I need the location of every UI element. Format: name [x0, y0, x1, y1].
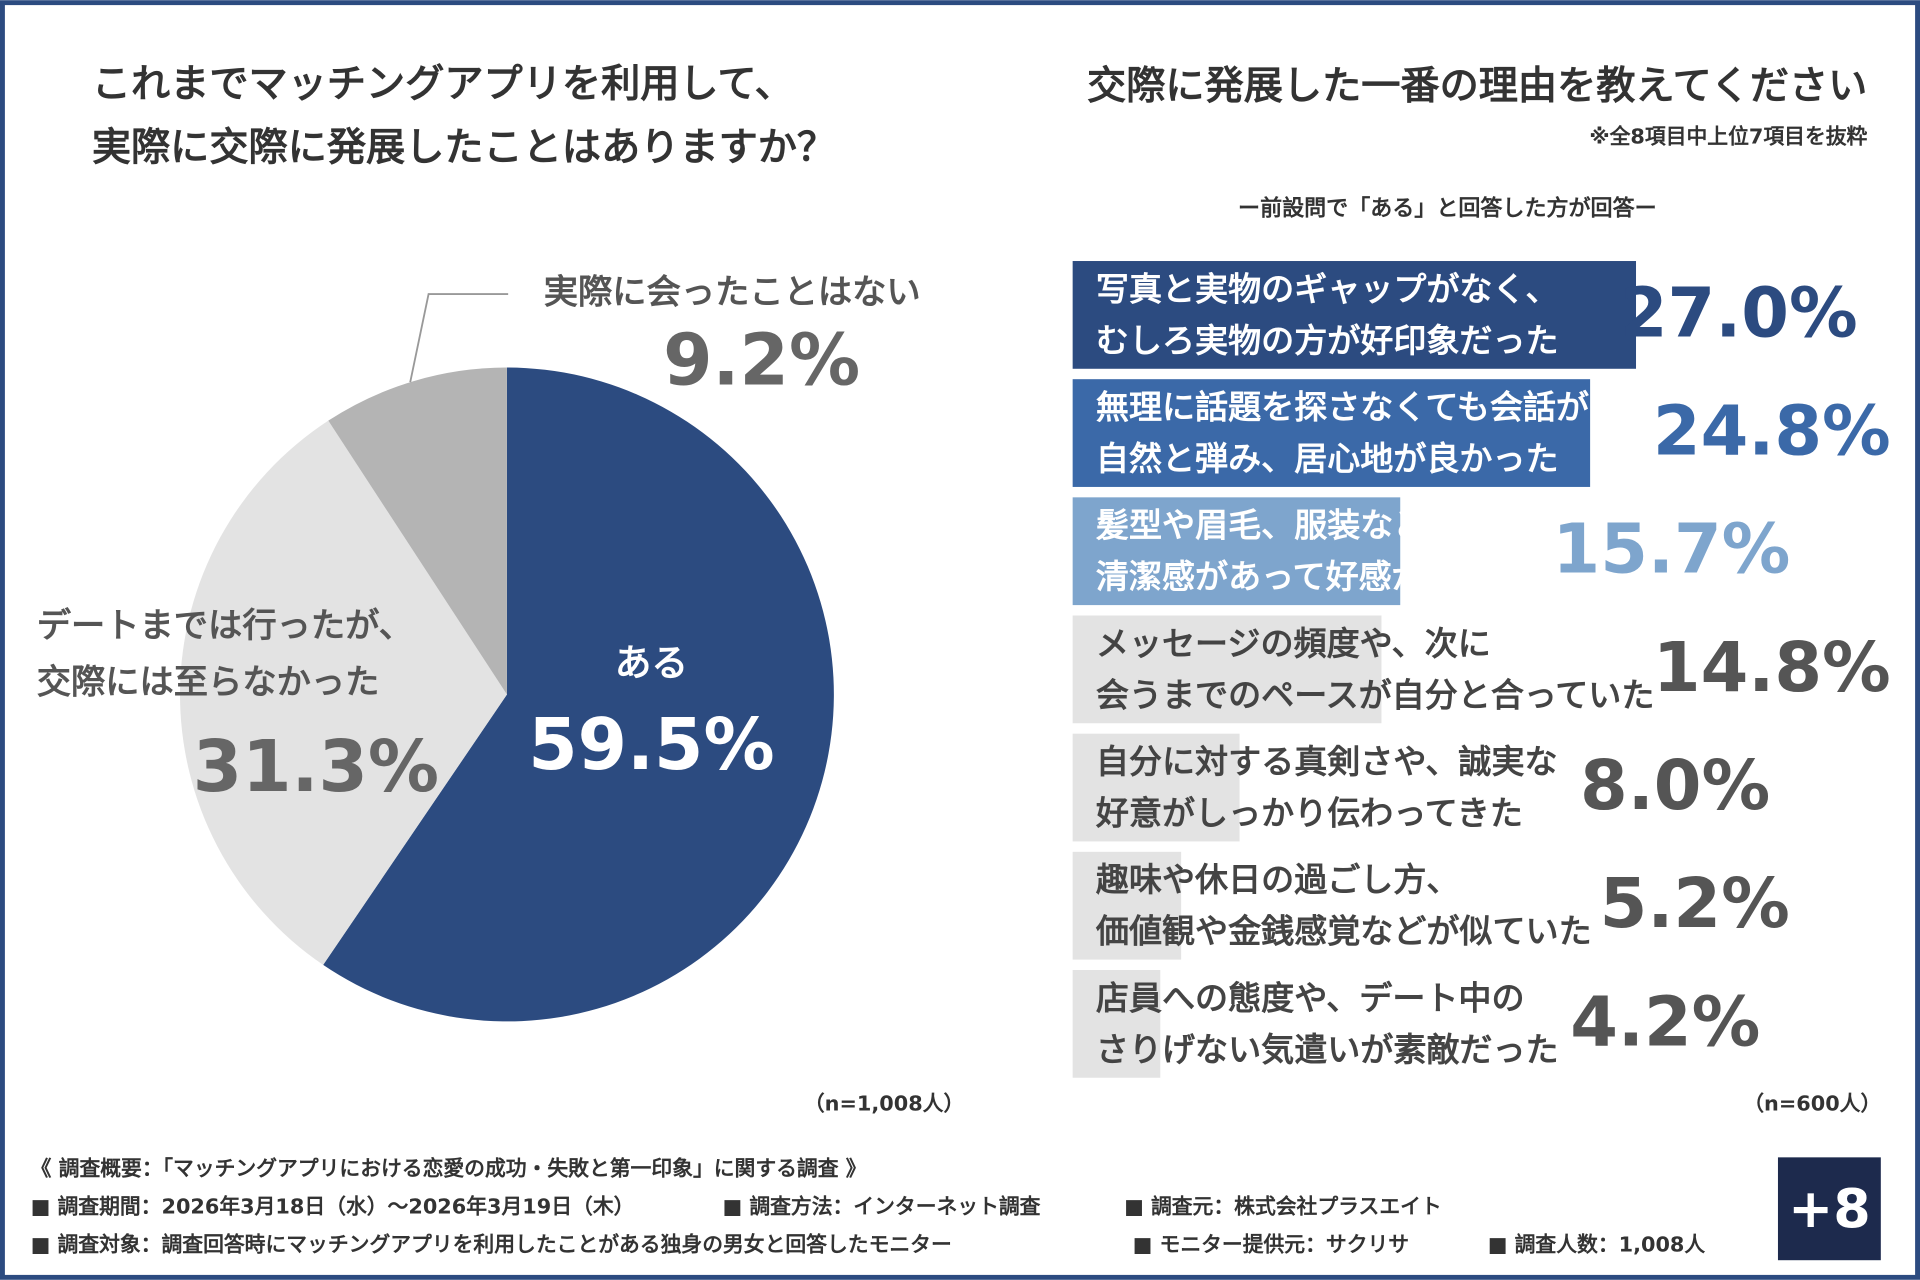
- bar: [1072, 261, 1637, 369]
- chart-title: これまでマッチングアプリを利用して、実際に交際に発展したことはありますか？: [92, 61, 836, 170]
- chart-caption: ー前設問で「ある」と回答した方が回答ー: [1238, 196, 1657, 222]
- bar: [1072, 851, 1182, 960]
- slice-value: 9.2%: [663, 319, 860, 402]
- footer-item: ■ 調査方法：インターネット調査: [722, 1195, 1040, 1219]
- bar-value: 5.2%: [1600, 864, 1790, 944]
- bar-label: 髪型や眉毛、服装などに清潔感があって好感が持てた: [1096, 505, 1524, 595]
- bar-label: メッセージの頻度や、次に会うまでのペースが自分と合っていた: [1096, 623, 1655, 713]
- bar-value: 4.2%: [1570, 982, 1760, 1062]
- bar-label: 自分に対する真剣さや、誠実な好意がしっかり伝わってきた: [1095, 742, 1558, 832]
- sample-note: （n=1,008人）: [804, 1092, 964, 1116]
- footer-item: ■ 調査対象：調査回答時にマッチングアプリを利用したことがある独身の男女と回答し…: [31, 1233, 952, 1257]
- chart-subtitle: ※全8項目中上位7項目を抜粋: [1589, 124, 1867, 148]
- logo: +8: [1788, 1177, 1871, 1240]
- bar-value: 24.8%: [1653, 392, 1891, 472]
- footer-item: ■ 調査人数：1,008人: [1488, 1233, 1706, 1257]
- bar-value: 14.8%: [1653, 628, 1891, 708]
- footer-summary: 《 調査概要：「マッチングアプリにおける恋愛の成功・失敗と第一印象」に関する調査…: [31, 1157, 867, 1181]
- bar-label: 趣味や休日の過ごし方、価値観や金銭感覚などが似ていた: [1095, 860, 1592, 950]
- bar-label: 店員への態度や、デート中のさりげない気遣いが素敵だった: [1096, 978, 1559, 1068]
- slice-label: ある: [615, 642, 688, 685]
- bar-value: 15.7%: [1552, 510, 1790, 590]
- bar: [1072, 733, 1240, 842]
- bar-label: 無理に話題を探さなくても会話が自然と弾み、居心地が良かった: [1096, 387, 1589, 477]
- pie-slice: [328, 367, 507, 695]
- bar: [1072, 497, 1401, 606]
- slice-value: 31.3%: [193, 725, 439, 808]
- bar: [1072, 970, 1161, 1078]
- pie-slice: [323, 367, 834, 1022]
- footer-item: ■ モニター提供元：サクリサ: [1133, 1233, 1409, 1257]
- bar-label: 写真と実物のギャップがなく、むしろ実物の方が好印象だった: [1096, 269, 1559, 359]
- logo-box: [1777, 1157, 1881, 1261]
- footer-item: ■ 調査元：株式会社プラスエイト: [1124, 1195, 1442, 1219]
- chart-title: 交際に発展した一番の理由を教えてください: [1087, 64, 1867, 109]
- slice-label: 実際に会ったことはない: [544, 273, 921, 313]
- bar: [1072, 615, 1382, 724]
- bar: [1072, 379, 1591, 487]
- bar-value: 27.0%: [1620, 273, 1858, 353]
- bar-value: 8.0%: [1580, 746, 1770, 826]
- slice-value: 59.5%: [528, 703, 774, 786]
- sample-note: （n=600人）: [1743, 1092, 1881, 1116]
- leader-line: [409, 293, 509, 383]
- footer-item: ■ 調査期間：2026年3月18日（水）～2026年3月19日（木）: [31, 1195, 635, 1219]
- pie-slice: [179, 420, 507, 965]
- slice-label: デートまでは行ったが、交際には至らなかった: [37, 606, 413, 702]
